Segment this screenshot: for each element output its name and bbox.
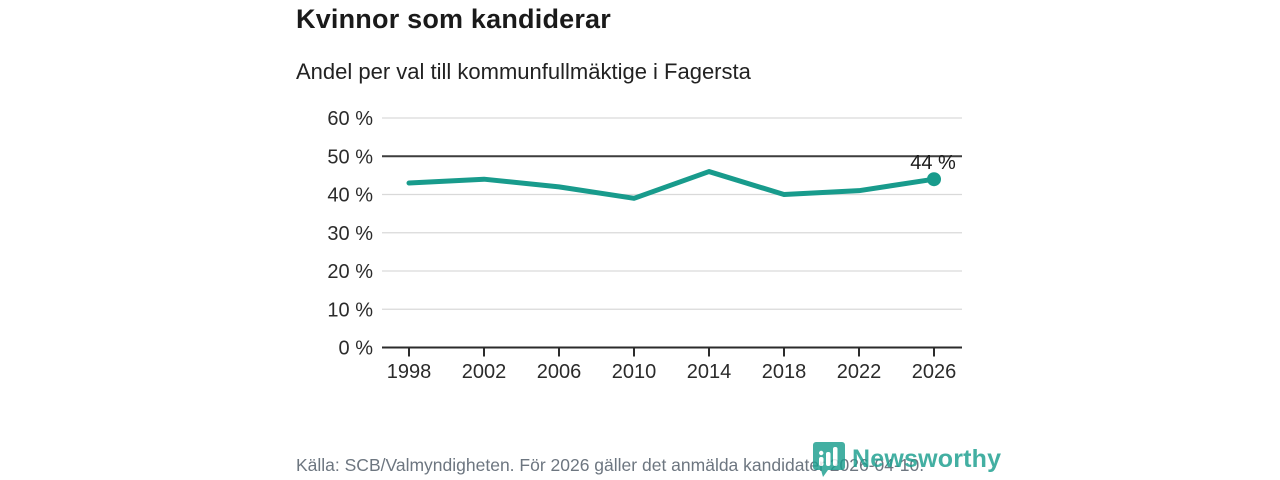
chart-subtitle: Andel per val till kommunfullmäktige i F…	[296, 59, 751, 84]
y-axis-labels: 0 % 10 % 20 % 30 % 40 % 50 % 60 %	[327, 108, 373, 360]
x-tick-label: 2002	[462, 361, 507, 383]
x-tick-label: 2006	[537, 361, 582, 383]
x-tick-label: 2010	[612, 361, 657, 383]
newsworthy-logo: Newsworthy	[812, 441, 1001, 478]
source-note: Källa: SCB/Valmyndigheten. För 2026 gäll…	[296, 455, 925, 475]
x-tick-label: 2018	[762, 361, 807, 383]
newsworthy-chart-bubble-icon	[813, 442, 845, 477]
y-tick-label: 50 %	[327, 146, 373, 168]
y-tick-label: 40 %	[327, 185, 373, 207]
x-tick-label: 2022	[837, 361, 882, 383]
x-axis	[408, 347, 935, 357]
y-tick-label: 0 %	[339, 338, 374, 360]
y-tick-label: 30 %	[327, 223, 373, 245]
x-tick-label: 2014	[687, 361, 732, 383]
newsworthy-logo-text: Newsworthy	[852, 445, 1002, 473]
y-tick-label: 60 %	[327, 108, 373, 130]
x-tick-label: 1998	[387, 361, 432, 383]
x-tick-label: 2026	[912, 361, 957, 383]
y-tick-label: 10 %	[327, 299, 373, 321]
x-axis-labels: 1998 2002 2006 2010 2014 2018 2022 2026	[387, 361, 957, 383]
data-series	[406, 169, 941, 201]
series-line	[406, 169, 937, 201]
gridlines	[382, 117, 962, 349]
y-tick-label: 20 %	[327, 261, 373, 283]
chart-title: Kvinnor som kandiderar	[296, 4, 611, 34]
last-value-point	[927, 172, 941, 187]
last-value-label: 44 %	[910, 152, 956, 174]
